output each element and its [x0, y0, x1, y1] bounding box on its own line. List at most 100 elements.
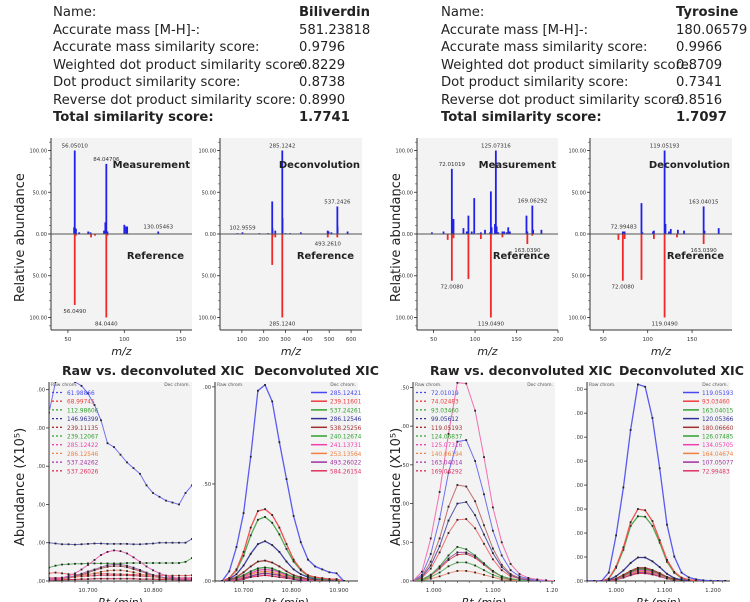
- data-point: [278, 576, 281, 579]
- data-point: [651, 560, 654, 563]
- data-point: [271, 544, 274, 546]
- data-point: [165, 541, 167, 544]
- legend-entry: 241.13731: [330, 443, 362, 449]
- data-point: [285, 576, 288, 579]
- reference-label: Reference: [493, 251, 550, 262]
- data-point: [509, 573, 512, 575]
- data-point: [242, 564, 245, 567]
- data-point: [429, 577, 432, 580]
- data-point: [456, 440, 459, 443]
- data-point: [629, 429, 632, 431]
- data-point: [724, 580, 727, 581]
- data-point: [474, 571, 477, 574]
- y-tick-label: .00: [575, 531, 583, 537]
- chart-title: Deconvoluted XIC: [619, 363, 744, 378]
- data-point: [257, 575, 259, 578]
- data-point: [80, 568, 83, 571]
- series-group: [49, 382, 192, 581]
- data-point: [49, 411, 50, 414]
- info-label: Name:: [53, 5, 97, 20]
- data-point: [106, 569, 109, 572]
- series-line: [587, 567, 726, 581]
- data-point: [321, 579, 324, 581]
- data-point: [119, 453, 122, 456]
- data-point: [307, 575, 309, 578]
- y-tick-label: 0.00: [575, 232, 586, 238]
- data-point: [491, 547, 494, 550]
- data-point: [629, 524, 632, 527]
- data-point: [509, 563, 512, 565]
- legend-entry: 72.01019: [431, 391, 459, 397]
- y-tick-label: 100.00: [396, 149, 414, 155]
- info-label: Weighted dot product similarity score:: [441, 57, 694, 73]
- measurement-peak: [494, 150, 497, 234]
- measurement-peak: [465, 231, 468, 234]
- data-point: [106, 577, 109, 580]
- data-point: [271, 561, 274, 564]
- peak-label: 163.04015: [689, 199, 719, 205]
- data-point: [93, 572, 96, 575]
- measurement-peak: [281, 150, 284, 234]
- xic-chart-tyrosine-deconvoluted: .00 .00 .00 .00 .00 .00 .00 .00 .00 1.000 1.100 1.2…: [575, 382, 734, 602]
- data-point: [113, 565, 115, 567]
- data-point: [292, 576, 295, 579]
- data-point: [106, 551, 109, 553]
- legend-entry: 146.96399: [67, 417, 99, 423]
- data-point: [607, 577, 610, 580]
- y-tick-label: .50: [401, 463, 409, 469]
- y-tick-label: .00: [575, 387, 583, 393]
- data-point: [622, 486, 625, 489]
- measurement-peak: [467, 215, 470, 234]
- peak-label: 130.05463: [143, 224, 173, 230]
- data-point: [413, 580, 414, 581]
- reference-peak: [90, 234, 92, 238]
- plot-area: [587, 382, 730, 581]
- compound-name: Tyrosine: [676, 5, 739, 20]
- data-point: [285, 577, 288, 579]
- measurement-peak: [703, 230, 706, 234]
- data-point: [178, 577, 180, 580]
- x-axis-label: Rt (min): [98, 596, 143, 602]
- info-row-total: Total similarity score: 1.7741: [53, 109, 373, 127]
- data-point: [636, 569, 639, 572]
- y-tick-label: 0.00: [36, 232, 47, 238]
- measurement-peak: [123, 224, 126, 234]
- data-point: [500, 554, 503, 557]
- data-point: [271, 567, 274, 570]
- data-point: [132, 467, 135, 470]
- x-tick-label: 1.20: [546, 588, 559, 594]
- data-point: [235, 546, 238, 548]
- data-point: [629, 570, 632, 573]
- plot-area: [413, 382, 555, 581]
- peak-label: 56.05010: [62, 144, 89, 150]
- data-point: [152, 578, 154, 580]
- data-point: [278, 570, 281, 573]
- measurement-peak: [281, 218, 284, 234]
- measurement-peak: [125, 226, 127, 234]
- measurement-peak: [450, 168, 453, 234]
- data-point: [119, 577, 122, 580]
- data-point: [113, 577, 115, 580]
- data-point: [491, 576, 494, 579]
- series-line: [222, 568, 344, 581]
- data-point: [644, 572, 647, 575]
- data-point: [235, 579, 238, 581]
- data-point: [500, 578, 503, 581]
- data-point: [456, 502, 459, 505]
- measurement-peak: [669, 228, 672, 234]
- peak-label: 72.01019: [439, 162, 466, 168]
- x-tick-label: 200: [553, 337, 564, 343]
- data-point: [518, 573, 521, 575]
- data-point: [242, 571, 245, 574]
- data-point: [119, 563, 122, 566]
- data-point: [264, 568, 266, 571]
- y-tick-label: .00: [575, 483, 583, 489]
- data-point: [171, 577, 174, 580]
- reference-peak: [702, 234, 705, 245]
- data-point: [420, 575, 423, 578]
- data-point: [299, 579, 302, 581]
- data-point: [139, 572, 141, 575]
- data-point: [132, 562, 135, 564]
- measurement-peak: [484, 229, 486, 234]
- data-point: [242, 512, 245, 514]
